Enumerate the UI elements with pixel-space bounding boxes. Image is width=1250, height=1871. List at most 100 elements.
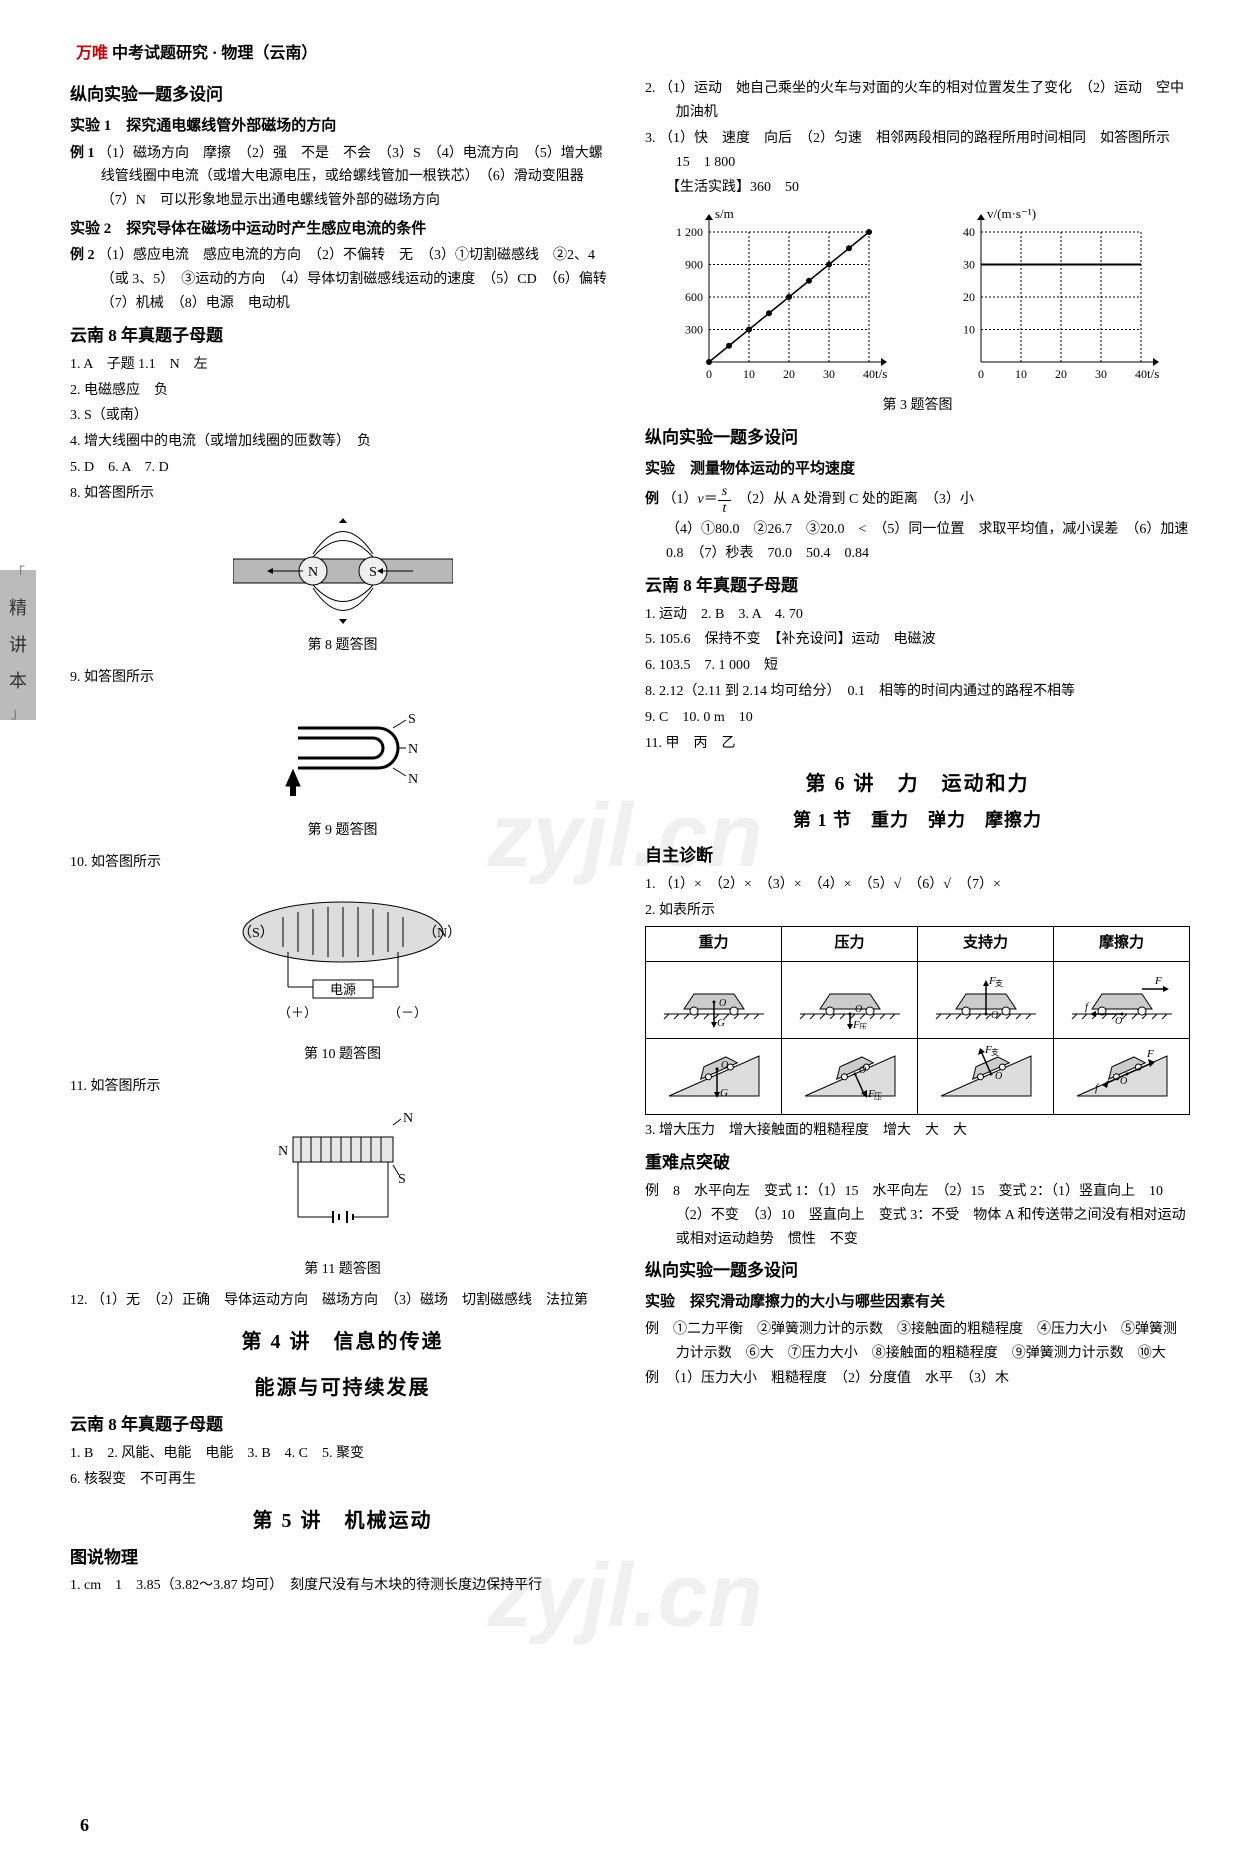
fig8-N: N [307,565,317,580]
right-yq1: 1. 运动 2. B 3. A 4. 70 [645,603,1190,627]
side-tab-corner-top: 「 [11,563,25,587]
svg-text:O: O [855,1004,862,1015]
nexp-title: 实验 探究滑动摩擦力的大小与哪些因素有关 [645,1290,1190,1316]
left-q1: 1. A 子题 1.1 N 左 [70,353,615,377]
svg-text:30: 30 [823,367,835,381]
left-q2: 2. 电磁感应 负 [70,379,615,403]
table-row: OG OF压 OF支 OFf [646,1038,1190,1115]
svg-text:O: O [859,1065,866,1076]
svg-text:1 200: 1 200 [676,225,703,239]
right-ex-line1: 例 （1）v＝st （2）从 A 处滑到 C 处的距离 （3）小 [645,484,1190,516]
svg-text:40: 40 [1135,367,1147,381]
figure-8-caption: 第 8 题答图 [70,634,615,658]
chart-2: t/sv/(m·s⁻¹)10203040010203040 [931,202,1181,392]
svg-text:40: 40 [963,225,975,239]
right-ex-label: 例 [645,492,659,507]
figure-9-caption: 第 9 题答图 [70,819,615,843]
ch5-title: 第 5 讲 机械运动 [70,1504,615,1538]
right-h1: 纵向实验一题多设问 [645,424,1190,453]
exp2-text: （1）感应电流 感应电流的方向 （2）不偏转 无 （3）①切割磁感线 ②2、4（… [98,248,621,311]
svg-text:O: O [1120,1076,1127,1087]
svg-text:F: F [1146,1048,1154,1060]
fig9-N1: N [408,742,418,757]
figure-8: N S 第 8 题答图 [70,514,615,659]
figure-9: S N N 第 9 题答图 [70,698,615,843]
svg-text:G: G [720,1087,728,1099]
side-tab-corner-bottom: 」 [11,703,25,727]
svg-text:20: 20 [963,290,975,304]
fig10-minus: （－） [388,1005,427,1020]
svg-text:支: 支 [995,978,1003,988]
exp1-ex-label: 例 1 [70,146,95,161]
exp1-text: （1）磁场方向 摩擦 （2）强 不是 不会 （3）S （4）电流方向 （5）增大… [98,146,603,209]
exp2-title: 实验 2 探究导体在磁场中运动时产生感应电流的条件 [70,217,615,243]
figure-11: N N S [70,1107,615,1282]
ch4-sub: 能源与可持续发展 [70,1371,615,1405]
figure-8-svg: N S [233,514,453,624]
left-q8: 8. 如答图所示 [70,482,615,506]
brand: 万唯 [76,45,108,62]
exp2-body: 例 2 （1）感应电流 感应电流的方向 （2）不偏转 无 （3）①切割磁感线 ②… [70,244,615,315]
svg-text:O: O [719,998,726,1009]
hard-ex: 例 8 水平向左 变式 1：（1）15 水平向左 （2）15 变式 2：（1）竖… [645,1180,1190,1251]
nexp-ex2: 例 （1）压力大小 粗糙程度 （2）分度值 水平 （3）木 [645,1367,1190,1391]
figure-9-svg: S N N [258,698,428,808]
left-q3: 3. S（或南） [70,404,615,428]
charts-row: t/ss/m3006009001 200010203040 t/sv/(m·s⁻… [645,202,1190,392]
svg-text:压: 压 [859,1023,867,1029]
ch4-title: 第 4 讲 信息的传递 [70,1325,615,1359]
th-pressure: 压力 [782,927,918,962]
svg-text:20: 20 [1055,367,1067,381]
right-ex-l1-pre: （1） [663,492,698,507]
fig11-S: S [398,1172,406,1187]
left-q12: 12. （1）无 （2）正确 导体运动方向 磁场方向 （3）磁场 切割磁感线 法… [70,1289,615,1313]
left-q11: 11. 如答图所示 [70,1075,615,1099]
side-tab-char: 本 [9,666,27,697]
right-yq5: 5. 105.6 保持不变 【补充设问】运动 电磁波 [645,628,1190,652]
nexp-ex: 例 ①二力平衡 ②弹簧测力计的示数 ③接触面的粗糙程度 ④压力大小 ⑤弹簧测力计… [645,1318,1190,1366]
exp1-title: 实验 1 探究通电螺线管外部磁场的方向 [70,114,615,140]
fig8-S: S [369,565,377,580]
fig10-plus: （＋） [278,1005,317,1020]
svg-text:900: 900 [685,258,703,272]
ch4-h: 云南 8 年真题子母题 [70,1411,615,1440]
cell-gravity-incline: OG [646,1038,782,1115]
side-tab: 「 精 讲 本 」 [0,570,36,720]
svg-text:10: 10 [743,367,755,381]
right-h2: 云南 8 年真题子母题 [645,572,1190,601]
book-title-text: 中考试题研究 · 物理（云南） [112,45,317,62]
side-tab-char: 讲 [9,630,27,661]
page: 万唯 中考试题研究 · 物理（云南） 「 精 讲 本 」 zyjl.cn zyj… [0,0,1250,1871]
fig10-N: （N） [423,925,461,941]
chart-1: t/ss/m3006009001 200010203040 [654,202,904,392]
ch4-l2: 6. 核裂变 不可再生 [70,1468,615,1492]
svg-text:10: 10 [1015,367,1027,381]
left-q9: 9. 如答图所示 [70,666,615,690]
nexp-h: 纵向实验一题多设问 [645,1257,1190,1286]
left-column: 纵向实验一题多设问 实验 1 探究通电螺线管外部磁场的方向 例 1 （1）磁场方… [70,75,615,1600]
ch5-l1: 1. cm 1 3.85（3.82～3.87 均可） 刻度尺没有与木块的待测长度… [70,1574,615,1598]
svg-text:10: 10 [963,323,975,337]
left-h2: 云南 8 年真题子母题 [70,322,615,351]
cell-support-flat: OF支 [918,961,1054,1038]
fig10-S: （S） [238,925,274,941]
right-yq11: 11. 甲 丙 乙 [645,732,1190,756]
cell-support-incline: OF支 [918,1038,1054,1115]
ch6-sec: 第 1 节 重力 弹力 摩擦力 [645,805,1190,836]
svg-text:0: 0 [706,367,712,381]
right-yq9: 9. C 10. 0 m 10 [645,706,1190,730]
chart-caption: 第 3 题答图 [883,394,953,418]
svg-text:O: O [991,1010,998,1021]
right-q3: 3. （1）快 速度 向后 （2）匀速 相邻两段相同的路程所用时间相同 如答图所… [645,127,1190,175]
svg-text:20: 20 [783,367,795,381]
svg-text:v/(m·s⁻¹): v/(m·s⁻¹) [987,206,1036,221]
left-h1: 纵向实验一题多设问 [70,81,615,110]
frac-num: s [718,484,731,500]
right-life: 【生活实践】360 50 [645,176,1190,200]
table-row: OG OF压 OF支 OfF [646,961,1190,1038]
right-ex-l2: （4）①80.0 ②26.7 ③20.0 < （5）同一位置 求取平均值，减小误… [645,518,1190,566]
right-yq6: 6. 103.5 7. 1 000 短 [645,654,1190,678]
exp2-ex-label: 例 2 [70,248,95,263]
svg-text:0: 0 [978,367,984,381]
right-column: 2. （1）运动 她自己乘坐的火车与对面的火车的相对位置发生了变化 （2）运动 … [645,75,1190,1600]
